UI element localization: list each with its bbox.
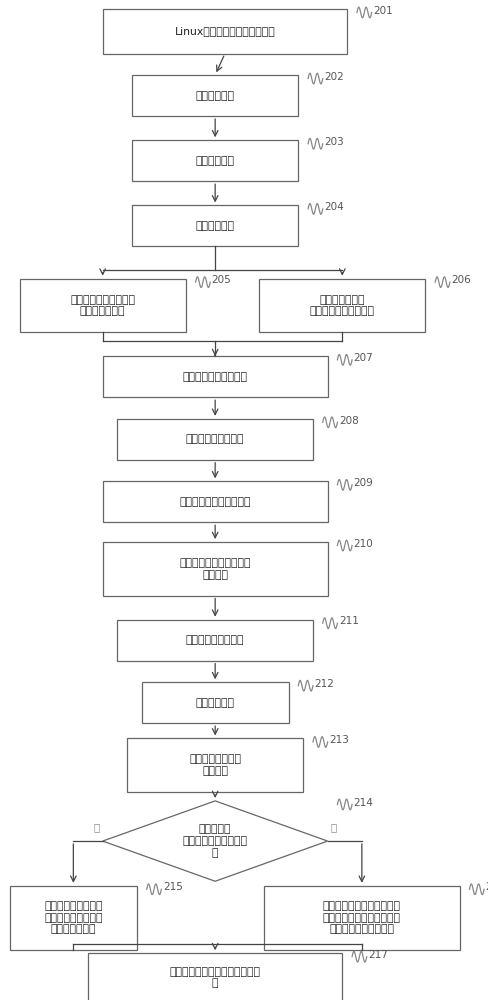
Text: 启动应用程序: 启动应用程序: [195, 221, 234, 231]
Text: 不处理此警告消息，
并将此警告消息放回
系统消息队列中: 不处理此警告消息， 并将此警告消息放回 系统消息队列中: [44, 901, 102, 934]
Text: 交换空间获取程序运行: 交换空间获取程序运行: [183, 372, 247, 382]
Text: 获磁盘空间不足的
警告消息: 获磁盘空间不足的 警告消息: [189, 754, 241, 776]
FancyBboxPatch shape: [102, 481, 327, 522]
FancyBboxPatch shape: [102, 9, 346, 54]
Text: 201: 201: [372, 6, 392, 16]
FancyBboxPatch shape: [142, 682, 288, 723]
Text: 创建交换文件并激活: 创建交换文件并激活: [185, 635, 244, 645]
Text: 212: 212: [314, 679, 334, 689]
Text: 启动桌面环境: 启动桌面环境: [195, 156, 234, 166]
FancyBboxPatch shape: [132, 140, 298, 181]
Text: 计算存储设备的空闲空间: 计算存储设备的空闲空间: [179, 497, 250, 507]
FancyBboxPatch shape: [127, 738, 303, 792]
Text: 203: 203: [324, 137, 343, 147]
Text: 判断是否为
交换文件所在的存储介
质: 判断是否为 交换文件所在的存储介 质: [183, 824, 247, 858]
FancyBboxPatch shape: [102, 356, 327, 397]
Text: 否: 否: [94, 822, 100, 832]
Text: 206: 206: [450, 275, 470, 285]
Text: 205: 205: [211, 275, 231, 285]
Text: 在守护程序退出时，删除交换文
件: 在守护程序退出时，删除交换文 件: [169, 967, 260, 988]
Text: 是: 是: [329, 822, 336, 832]
FancyBboxPatch shape: [264, 886, 459, 950]
FancyBboxPatch shape: [132, 205, 298, 246]
FancyBboxPatch shape: [132, 75, 298, 116]
FancyBboxPatch shape: [259, 279, 425, 332]
Text: 在其他的存储介质中重新启
动守护程序，并删除此交换
文件，撤销此警告消息: 在其他的存储介质中重新启 动守护程序，并删除此交换 文件，撤销此警告消息: [322, 901, 400, 934]
FancyBboxPatch shape: [117, 620, 312, 661]
Text: 208: 208: [338, 416, 358, 426]
Text: 启动守护程序: 启动守护程序: [195, 698, 234, 708]
Text: 211: 211: [338, 616, 358, 626]
FancyBboxPatch shape: [117, 419, 312, 460]
Text: 216: 216: [485, 882, 488, 892]
Text: 209: 209: [353, 478, 372, 488]
Text: 210: 210: [353, 539, 372, 549]
Text: 204: 204: [324, 202, 343, 212]
Text: 213: 213: [328, 735, 348, 745]
FancyBboxPatch shape: [102, 542, 327, 596]
FancyBboxPatch shape: [88, 953, 342, 1000]
Text: 启动系统服务: 启动系统服务: [195, 91, 234, 101]
Text: 202: 202: [324, 72, 343, 82]
Text: 207: 207: [353, 353, 372, 363]
Text: Linux操作系统启动并加载内核: Linux操作系统启动并加载内核: [174, 26, 275, 36]
Text: 217: 217: [367, 950, 387, 960]
Text: 自动在用户空间启动交
换空间获取程序: 自动在用户空间启动交 换空间获取程序: [70, 295, 135, 316]
Polygon shape: [102, 801, 327, 881]
Text: 214: 214: [353, 798, 373, 808]
Text: 确定交换文件的大小以及
存储位置: 确定交换文件的大小以及 存储位置: [179, 558, 250, 580]
Text: 215: 215: [163, 882, 183, 892]
FancyBboxPatch shape: [20, 279, 185, 332]
Text: 在用户空间手动
启动交换空间获取程序: 在用户空间手动 启动交换空间获取程序: [309, 295, 374, 316]
FancyBboxPatch shape: [10, 886, 137, 950]
Text: 检测存储设备的类型: 检测存储设备的类型: [185, 434, 244, 444]
